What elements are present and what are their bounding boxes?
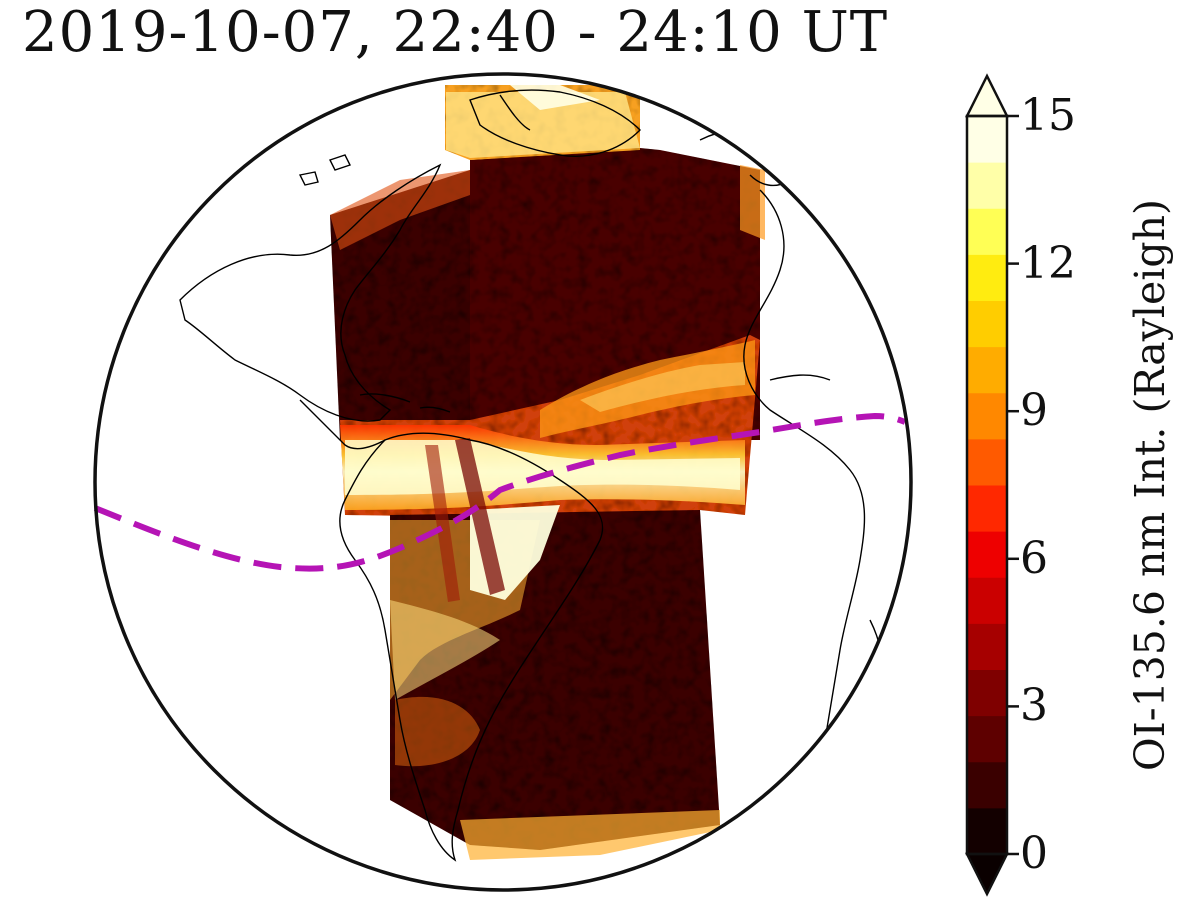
intensity-swaths [330,85,765,860]
colorbar-segment [967,715,1007,763]
colorbar-segment [967,623,1007,670]
colorbar-segment [967,254,1007,301]
colorbar-segment [967,531,1007,578]
colorbar-segment [967,761,1007,809]
colorbar-segment [967,577,1007,624]
colorbar-segment [967,438,1007,486]
colorbar-segment [967,669,1007,717]
colorbar-segment [967,300,1007,348]
magnetic-equator-line [93,412,907,572]
colorbar-tick-label: 0 [1020,828,1048,879]
colorbar-tick-label: 15 [1020,90,1076,141]
colorbar-segment [967,208,1007,255]
colorbar-segment [967,392,1007,440]
colorbar-tick-label: 3 [1020,680,1048,731]
colorbar-frame [965,114,1009,856]
colorbar-tick-label: 6 [1020,533,1048,584]
colorbar-segment [967,346,1007,394]
colorbar-extend-max [964,73,1010,118]
plot-title: 2019-10-07, 22:40 - 24:10 UT [22,0,889,65]
colorbar-segment [967,116,1007,163]
colorbar-tick-label: 9 [1020,385,1048,436]
colorbar-extend-min [964,852,1010,897]
colorbar-segment [967,807,1007,855]
globe-map [93,72,913,892]
colorbar-ticks [1007,114,1019,856]
colorbar [964,73,1019,897]
colorbar-segments [967,116,1007,855]
globe-outline [93,72,913,892]
colorbar-segment [967,162,1007,209]
colorbar-tick-label: 12 [1020,238,1076,289]
colorbar-label: OI-135.6 nm Int. (Rayleigh) [1126,198,1174,772]
colorbar-segment [967,485,1007,532]
